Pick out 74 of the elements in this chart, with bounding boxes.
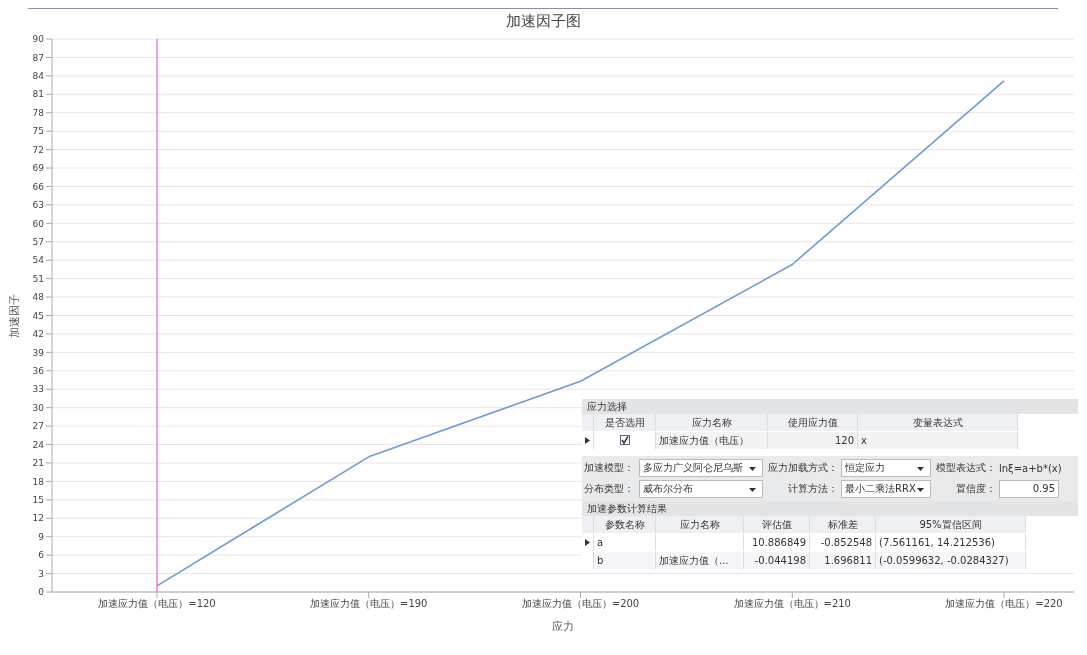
x-tick-label: 加速应力值（电压）=220: [945, 598, 1063, 610]
annotation: 95%置信区间: [876, 516, 1026, 533]
y-axis-title: 加速因子: [7, 293, 21, 338]
annotation: 恒定应力: [841, 459, 931, 477]
annotation: 变量表达式: [858, 414, 1018, 431]
y-tick-label: 45: [32, 310, 44, 321]
annotation: (-0.0599632, -0.0284327): [876, 552, 1026, 569]
chart-title: 加速因子图: [504, 11, 582, 32]
y-tick-label: 66: [32, 181, 45, 192]
annotation: x: [858, 432, 1018, 449]
x-tick-label: 加速应力值（电压）=120: [98, 598, 216, 610]
y-tick-label: 0: [38, 587, 45, 598]
annotation: 加速参数计算结果: [582, 501, 1078, 516]
annotation: b: [594, 552, 656, 569]
annotation: (7.561161, 14.212536): [876, 534, 1026, 551]
annotation: 10.886849: [744, 534, 810, 551]
y-tick-label: 48: [32, 292, 45, 303]
x-axis-title: 应力: [552, 620, 574, 633]
y-tick-label: 15: [32, 495, 44, 506]
y-tick-label: 33: [32, 384, 44, 395]
y-tick-label: 12: [32, 513, 44, 524]
y-tick-label: 6: [38, 550, 45, 561]
x-tick-label: 加速应力值（电压）=200: [521, 598, 640, 610]
y-tick-label: 63: [32, 200, 44, 211]
annotation: 加速模型：: [584, 461, 635, 475]
annotation: 120: [768, 432, 858, 449]
annotation: 标准差: [810, 516, 876, 533]
annotation: 应力加载方式：: [767, 461, 838, 475]
annotation: 置信度：: [955, 482, 996, 496]
y-tick-label: 3: [38, 568, 44, 579]
y-tick-label: 39: [32, 347, 45, 358]
y-tick-label: 9: [38, 531, 45, 542]
y-tick-label: 27: [32, 421, 44, 432]
y-tick-label: 81: [32, 89, 44, 100]
annotation: 最小二乘法RRX: [841, 480, 931, 498]
y-tick-label: 84: [32, 71, 45, 82]
annotation: 是否选用: [594, 414, 656, 431]
y-tick-label: 60: [32, 218, 45, 229]
annotation: 多应力广义阿仑尼乌斯: [639, 459, 763, 477]
y-tick-label: 87: [32, 52, 44, 63]
annotation: -0.852548: [810, 534, 876, 551]
annotation: 威布尔分布: [639, 480, 763, 498]
y-tick-label: 57: [32, 236, 44, 247]
y-tick-label: 30: [32, 402, 45, 413]
annotation: 加速应力值（...: [656, 552, 744, 569]
annotation: 分布类型：: [584, 482, 635, 496]
y-tick-label: 75: [32, 126, 44, 137]
x-tick-label: 加速应力值（电压）=190: [310, 598, 428, 610]
y-tick-label: 90: [32, 34, 45, 45]
annotation: 使用应力值: [768, 414, 858, 431]
y-tick-label: 78: [32, 107, 45, 118]
annotation: 1.696811: [810, 552, 876, 569]
annotation: 模型表达式：: [935, 461, 996, 475]
y-tick-label: 72: [32, 144, 44, 155]
annotation: 应力选择: [582, 399, 1078, 414]
y-tick-label: 36: [32, 365, 45, 376]
annotation: a: [594, 534, 656, 551]
annotation: 评估值: [744, 516, 810, 533]
y-tick-label: 42: [32, 329, 44, 340]
y-tick-label: 24: [32, 439, 45, 450]
y-tick-label: 18: [32, 476, 45, 487]
annotation: 应力名称: [656, 516, 744, 533]
y-tick-label: 54: [32, 255, 45, 266]
x-tick-label: 加速应力值（电压）=210: [733, 598, 851, 610]
y-tick-label: 69: [32, 163, 45, 174]
annotation: 0.95: [999, 480, 1059, 498]
annotation: 计算方法：: [787, 482, 838, 496]
annotation: 应力名称: [656, 414, 768, 431]
y-tick-label: 51: [32, 273, 44, 284]
annotation: lnξ=a+b*(x): [999, 462, 1062, 474]
annotation: 加速应力值（电压）: [656, 432, 768, 449]
y-tick-label: 21: [32, 458, 44, 469]
annotation: -0.044198: [744, 552, 810, 569]
annotation: 参数名称: [594, 516, 656, 533]
